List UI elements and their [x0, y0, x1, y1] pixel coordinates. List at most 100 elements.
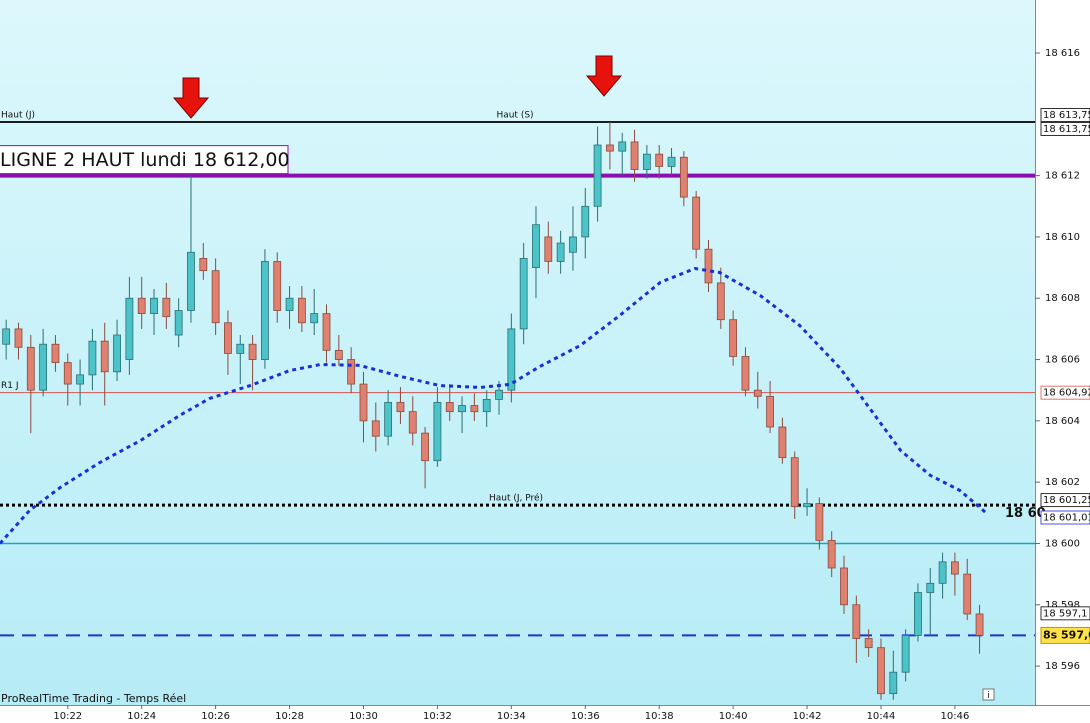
level-label: Haut (J)	[1, 110, 35, 120]
price-box-label: 18 613,75	[1043, 110, 1090, 121]
candle-body	[790, 457, 799, 508]
price-box-label: 18 601,25	[1043, 495, 1090, 506]
candle-body	[137, 297, 146, 314]
y-tick-label: 18 602	[1045, 477, 1080, 488]
candle-body	[679, 156, 688, 198]
candle-body	[642, 153, 651, 170]
y-tick-label: 18 610	[1045, 232, 1080, 243]
annotation-text: LIGNE 2 HAUT lundi 18 612,00	[0, 149, 290, 171]
candle-body	[716, 282, 725, 321]
candle-body	[236, 343, 245, 354]
price-box	[1040, 122, 1090, 136]
candle-body	[556, 242, 565, 262]
candle-body	[889, 671, 898, 695]
y-tick-label: 18 600	[1045, 538, 1080, 549]
candle-body	[507, 328, 516, 391]
candle-body	[39, 343, 48, 391]
candle-body	[470, 405, 479, 413]
x-tick-label: 10:36	[571, 711, 600, 722]
candle-body	[766, 395, 774, 428]
price-box-label: 18 597,1	[1043, 608, 1088, 619]
candle-body	[445, 402, 454, 413]
candle-body	[273, 261, 282, 311]
candle-body	[877, 647, 885, 695]
candle-body	[778, 426, 787, 459]
plot-area	[0, 0, 1035, 705]
footer-text: ProRealTime Trading - Temps Réel	[1, 692, 186, 705]
candle-body	[581, 205, 590, 238]
candle-body	[951, 561, 959, 575]
y-tick-label: 18 604	[1045, 416, 1080, 427]
y-tick-label: 18 616	[1045, 48, 1080, 59]
x-tick-label: 10:24	[127, 711, 156, 722]
candle-body	[199, 257, 208, 272]
candle-body	[396, 402, 405, 413]
candle-body	[852, 604, 861, 639]
candle-body	[187, 251, 195, 311]
candle-body	[2, 328, 11, 345]
candle-body	[495, 389, 503, 400]
level-label: Haut (S)	[496, 110, 533, 120]
x-tick-label: 10:28	[275, 711, 304, 722]
y-tick-label: 18 596	[1045, 661, 1080, 672]
candle-body	[113, 334, 121, 373]
candle-body	[655, 153, 664, 167]
candle-body	[618, 141, 627, 152]
candle-body	[729, 319, 738, 357]
candle-body	[667, 156, 676, 167]
candle-body	[224, 322, 232, 354]
candle-body	[519, 257, 528, 330]
price-box-label: 18 604,92	[1043, 388, 1090, 399]
candle-body	[741, 356, 750, 391]
candle-body	[827, 539, 836, 569]
x-tick-label: 10:26	[201, 711, 230, 722]
candle-body	[569, 236, 577, 253]
x-tick-label: 10:22	[53, 711, 82, 722]
candle-body	[384, 402, 393, 437]
candle-body	[433, 402, 442, 462]
candle-body	[285, 297, 294, 311]
x-tick-label: 10:40	[719, 711, 748, 722]
price-box	[1040, 108, 1090, 122]
candle-body	[248, 343, 257, 360]
candle-body	[359, 383, 368, 422]
candle-body	[88, 340, 97, 376]
candle-body	[630, 141, 639, 170]
candle-body	[63, 362, 72, 385]
info-icon	[982, 688, 995, 701]
countdown-box	[1040, 626, 1090, 644]
x-tick-label: 10:38	[645, 711, 674, 722]
candle-body	[864, 638, 873, 649]
x-tick-label: 10:32	[423, 711, 452, 722]
x-tick-label: 10:30	[349, 711, 378, 722]
candle-body	[76, 374, 84, 385]
x-tick-label: 10:44	[867, 711, 896, 722]
candle-body	[14, 328, 23, 348]
ma-tag: 18 60	[1005, 506, 1046, 521]
candle-body	[100, 340, 109, 373]
x-tick-label: 10:46	[940, 711, 969, 722]
candle-body	[975, 613, 984, 636]
level-label: R1 J	[1, 381, 19, 391]
plot-layer: Haut (J) Haut (S) LIGNE 2 HAUT lundi 18 61…	[0, 110, 1035, 700]
price-box	[1040, 510, 1090, 525]
candle-body	[347, 359, 356, 385]
candle-body	[593, 144, 602, 207]
x-tick-label: 10:42	[793, 711, 822, 722]
candle-body	[51, 343, 60, 364]
price-box	[1040, 385, 1090, 400]
candle-body	[408, 411, 417, 434]
y-tick-label: 18 612	[1045, 171, 1080, 182]
candle-body	[753, 389, 762, 397]
candle-body	[458, 405, 466, 413]
candle-body	[211, 270, 220, 324]
candle-body	[26, 346, 35, 391]
candle-body	[926, 582, 935, 593]
candle-body	[334, 349, 343, 360]
candle-body	[963, 573, 972, 615]
candle-body	[692, 196, 701, 250]
y-tick-label: 18 608	[1045, 293, 1080, 304]
candle-body	[815, 503, 824, 541]
candle-body	[174, 310, 183, 336]
